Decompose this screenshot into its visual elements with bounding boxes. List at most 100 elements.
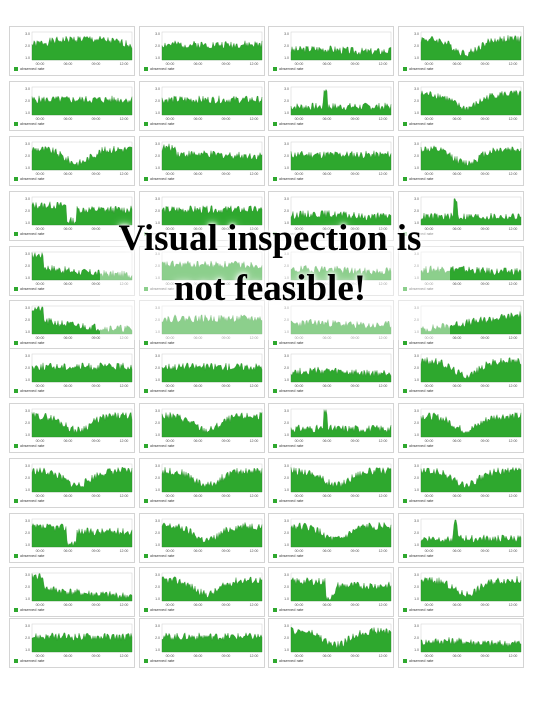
legend-label: observed rate: [279, 121, 304, 126]
panel-plot: 3.0 2.0 1.0 00:00 06:00 09:00 12:00: [284, 305, 392, 340]
series-area: [420, 311, 522, 335]
y-tick-label: 3.0: [155, 197, 160, 201]
x-tick-label: 09:00: [92, 549, 101, 553]
y-tick-label: 3.0: [25, 197, 30, 201]
x-tick-label: 06:00: [194, 494, 203, 498]
y-tick-label: 1.0: [284, 166, 289, 170]
legend-swatch: [14, 498, 18, 503]
legend-label: observed rate: [279, 607, 304, 612]
panel-legend: observed rate: [14, 231, 44, 236]
panel-legend: observed rate: [403, 231, 433, 236]
y-tick-label: 3.0: [414, 32, 419, 36]
x-tick-label: 09:00: [222, 282, 231, 286]
y-tick-label: 3.0: [155, 252, 160, 256]
legend-label: observed rate: [150, 286, 175, 291]
y-tick-label: 2.0: [414, 44, 419, 48]
panel-plot: 3.0 2.0 1.0 00:00 06:00 09:00 12:00: [25, 572, 133, 607]
y-tick-label: 2.0: [25, 366, 30, 370]
y-tick-label: 2.0: [25, 209, 30, 213]
x-tick-label: 00:00: [36, 439, 45, 443]
x-tick-label: 12:00: [250, 494, 259, 498]
y-tick-label: 1.0: [155, 648, 160, 652]
series-area: [161, 521, 263, 548]
x-tick-label: 09:00: [92, 282, 101, 286]
x-tick-label: 00:00: [425, 439, 434, 443]
x-tick-label: 09:00: [481, 439, 490, 443]
x-tick-label: 00:00: [425, 654, 434, 658]
y-tick-label: 1.0: [284, 543, 289, 547]
panel-legend: observed rate: [403, 443, 433, 448]
x-tick-label: 00:00: [295, 62, 304, 66]
x-tick-label: 12:00: [120, 117, 129, 121]
x-tick-label: 06:00: [323, 384, 332, 388]
legend-label: observed rate: [409, 121, 434, 126]
y-tick-label: 2.0: [25, 531, 30, 535]
panel-plot: 3.0 2.0 1.0 00:00 06:00 09:00 12:00: [25, 305, 133, 340]
y-tick-label: 1.0: [25, 330, 30, 334]
y-tick-label: 2.0: [155, 421, 160, 425]
panel-plot: 3.0 2.0 1.0 00:00 06:00 09:00 12:00: [414, 463, 522, 498]
panel-plot: 3.0 2.0 1.0 00:00 06:00 09:00 12:00: [25, 408, 133, 443]
panel-plot: 3.0 2.0 1.0 00:00 06:00 09:00 12:00: [284, 141, 392, 176]
y-tick-label: 1.0: [155, 433, 160, 437]
series-area: [31, 306, 133, 335]
series-area: [420, 89, 522, 116]
x-tick-label: 06:00: [323, 603, 332, 607]
chart-panel: 3.0 2.0 1.0 00:00 06:00 09:00 12:00 observed ra…: [268, 136, 394, 186]
y-tick-label: 1.0: [25, 111, 30, 115]
panel-plot: 3.0 2.0 1.0 00:00 06:00 09:00 12:00: [25, 196, 133, 231]
x-tick-label: 09:00: [481, 282, 490, 286]
y-tick-label: 1.0: [414, 597, 419, 601]
panel-legend: observed rate: [144, 231, 174, 236]
chart-panel: 3.0 2.0 1.0 00:00 06:00 09:00 12:00 observed ra…: [268, 26, 394, 76]
legend-swatch: [14, 286, 18, 291]
y-tick-label: 2.0: [284, 154, 289, 158]
legend-label: observed rate: [409, 176, 434, 181]
x-tick-label: 12:00: [250, 227, 259, 231]
x-tick-label: 06:00: [453, 282, 462, 286]
x-tick-label: 00:00: [295, 603, 304, 607]
x-tick-label: 00:00: [36, 117, 45, 121]
y-tick-label: 1.0: [155, 488, 160, 492]
series-area: [31, 145, 133, 171]
x-tick-label: 00:00: [425, 172, 434, 176]
chart-panel: 3.0 2.0 1.0 00:00 06:00 09:00 12:00 observed ra…: [139, 136, 265, 186]
legend-label: observed rate: [150, 121, 175, 126]
y-tick-label: 3.0: [284, 32, 289, 36]
x-tick-label: 00:00: [295, 117, 304, 121]
x-tick-label: 06:00: [64, 282, 73, 286]
chart-panel: 3.0 2.0 1.0 00:00 06:00 09:00 12:00 observed ra…: [139, 513, 265, 563]
y-tick-label: 3.0: [25, 354, 30, 358]
panel-plot: 3.0 2.0 1.0 00:00 06:00 09:00 12:00: [414, 86, 522, 121]
x-tick-label: 12:00: [250, 439, 259, 443]
x-tick-label: 09:00: [351, 494, 360, 498]
panel-plot: 3.0 2.0 1.0 00:00 06:00 09:00 12:00: [284, 196, 392, 231]
legend-swatch: [144, 340, 148, 345]
panel-legend: observed rate: [273, 286, 303, 291]
x-tick-label: 06:00: [453, 439, 462, 443]
legend-swatch: [273, 286, 277, 291]
y-tick-label: 3.0: [414, 142, 419, 146]
y-tick-label: 3.0: [155, 306, 160, 310]
x-tick-label: 00:00: [425, 117, 434, 121]
x-tick-label: 06:00: [453, 384, 462, 388]
x-tick-label: 06:00: [194, 439, 203, 443]
panel-plot: 3.0 2.0 1.0 00:00 06:00 09:00 12:00: [155, 305, 263, 340]
x-tick-label: 06:00: [323, 227, 332, 231]
y-tick-label: 2.0: [284, 531, 289, 535]
y-tick-label: 3.0: [284, 624, 289, 628]
y-tick-label: 3.0: [414, 464, 419, 468]
x-tick-label: 09:00: [351, 117, 360, 121]
x-tick-label: 09:00: [222, 654, 231, 658]
x-tick-label: 06:00: [323, 654, 332, 658]
y-tick-label: 3.0: [25, 464, 30, 468]
chart-panel: 3.0 2.0 1.0 00:00 06:00 09:00 12:00 observed ra…: [9, 191, 135, 241]
chart-panel: 3.0 2.0 1.0 00:00 06:00 09:00 12:00 observed ra…: [9, 26, 135, 76]
x-tick-label: 09:00: [92, 654, 101, 658]
x-tick-label: 06:00: [453, 654, 462, 658]
legend-label: observed rate: [409, 658, 434, 663]
legend-swatch: [403, 607, 407, 612]
chart-panel: 3.0 2.0 1.0 00:00 06:00 09:00 12:00 observed ra…: [9, 348, 135, 398]
y-tick-label: 1.0: [414, 221, 419, 225]
legend-label: observed rate: [20, 658, 45, 663]
